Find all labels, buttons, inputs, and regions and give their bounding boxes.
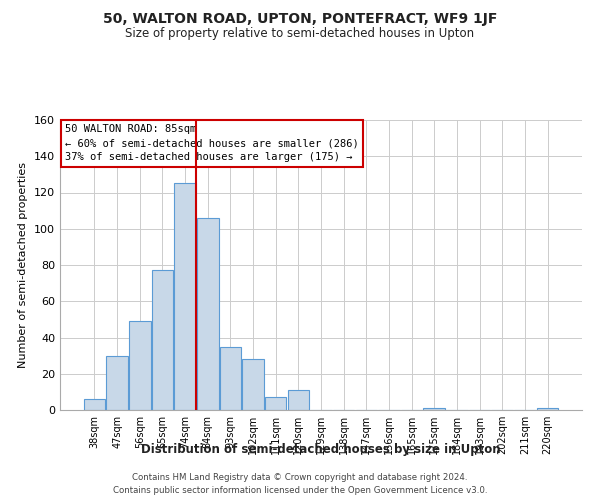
Bar [242,359,264,410]
Text: Contains public sector information licensed under the Open Government Licence v3: Contains public sector information licen… [113,486,487,495]
Bar [287,390,309,410]
Text: Contains HM Land Registry data © Crown copyright and database right 2024.: Contains HM Land Registry data © Crown c… [132,472,468,482]
Text: Size of property relative to semi-detached houses in Upton: Size of property relative to semi-detach… [125,28,475,40]
Bar [175,184,196,410]
Text: 50 WALTON ROAD: 85sqm
← 60% of semi-detached houses are smaller (286)
37% of sem: 50 WALTON ROAD: 85sqm ← 60% of semi-deta… [65,124,359,162]
Bar [197,218,218,410]
Bar [537,408,558,410]
Text: 50, WALTON ROAD, UPTON, PONTEFRACT, WF9 1JF: 50, WALTON ROAD, UPTON, PONTEFRACT, WF9 … [103,12,497,26]
Bar [152,270,173,410]
Bar [265,398,286,410]
Text: Distribution of semi-detached houses by size in Upton: Distribution of semi-detached houses by … [141,442,501,456]
Y-axis label: Number of semi-detached properties: Number of semi-detached properties [19,162,28,368]
Bar [220,346,241,410]
Bar [129,321,151,410]
Bar [106,356,128,410]
Bar [84,399,105,410]
Bar [424,408,445,410]
